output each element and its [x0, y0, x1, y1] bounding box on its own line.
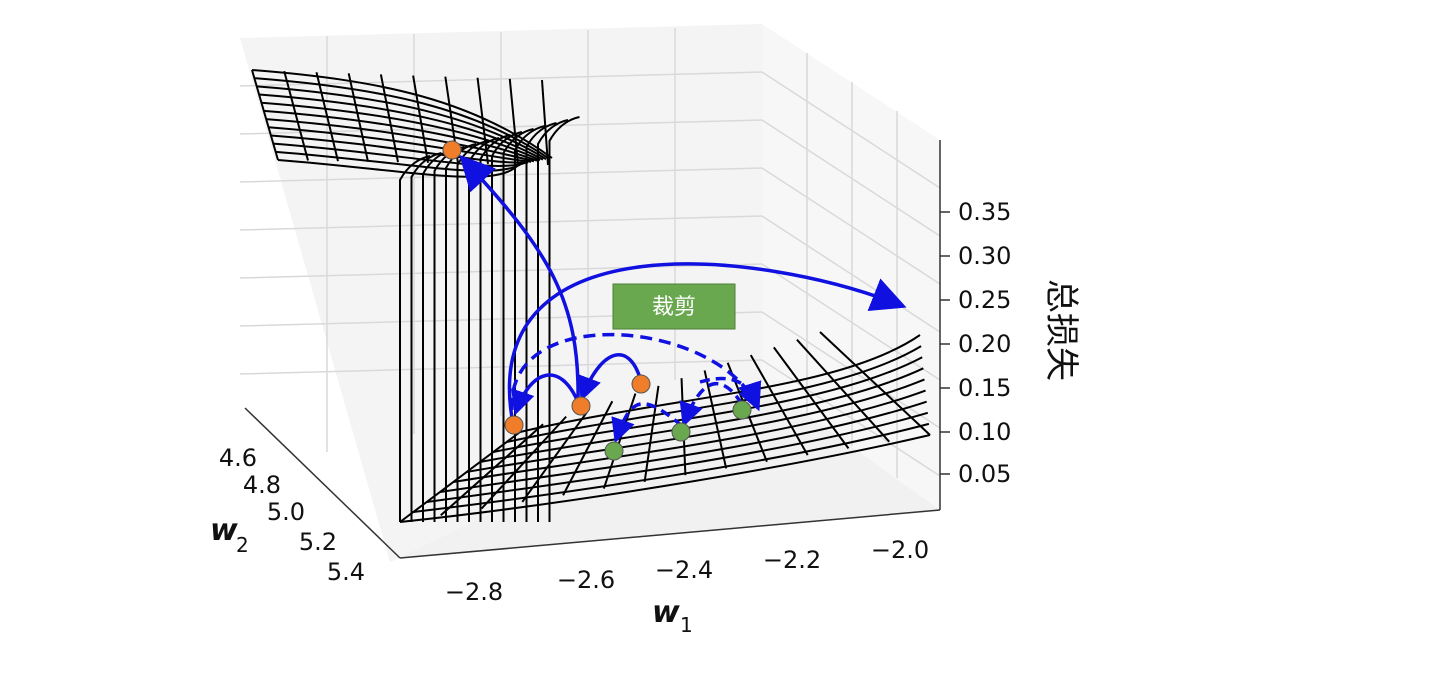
mesh-top-line: [277, 159, 520, 178]
y-tick-label: 4.6: [219, 444, 257, 472]
grid-line: [239, 215, 763, 231]
mesh-floor-line: [399, 434, 931, 523]
z-tick-label: 0.10: [958, 418, 1011, 446]
z-tick-label: 0.20: [958, 330, 1011, 358]
point-orange-1: [504, 415, 524, 435]
point-green-2: [671, 422, 691, 442]
grid-line: [761, 311, 941, 429]
mesh-wall-line: [456, 140, 488, 522]
mesh-floor-line: [493, 356, 923, 453]
mesh-floor-line: [480, 415, 567, 510]
mesh-floor-line: [773, 346, 850, 449]
grid-line: [761, 263, 941, 381]
mesh-top-line: [379, 74, 399, 163]
grid-line: [239, 359, 763, 375]
mesh-top-line: [283, 70, 309, 161]
mesh-wall-line: [537, 119, 569, 522]
mesh-top-line: [273, 142, 526, 167]
grid-line: [239, 71, 763, 87]
mesh-wall-line: [548, 116, 580, 522]
mesh-floor-line: [453, 389, 926, 483]
arrow-up-cliff: [459, 154, 580, 403]
mesh-top-line: [266, 118, 535, 163]
y-tick-label: 4.8: [243, 471, 281, 499]
z-tick-label: 0.30: [958, 242, 1011, 270]
axes-box: [239, 24, 941, 562]
grid-line: [761, 215, 941, 333]
x-tick-label: −2.2: [763, 546, 821, 574]
y-tick-label: 5.4: [327, 558, 365, 586]
mesh-top-line: [412, 75, 429, 163]
mesh-top-line: [541, 79, 549, 166]
z-tick-label: 0.35: [958, 198, 1011, 226]
point-green-1: [604, 441, 624, 461]
z-tick-label: 0.25: [958, 286, 1011, 314]
mesh-floor-line: [413, 422, 930, 513]
mesh-top-line: [270, 134, 529, 164]
mesh-top-line: [347, 73, 369, 162]
y-axis-label: w: [210, 513, 238, 548]
z-tick-label: 0.05: [958, 460, 1011, 488]
x-axis-subscript: 1: [680, 613, 693, 637]
arrow-dashed-3: [699, 376, 762, 408]
mesh-top-line: [315, 71, 339, 162]
y-tick-label: 5.0: [267, 498, 305, 526]
axis-ticks: −2.8 −2.6 −2.4 −2.2 −2.0 4.64.85.05.25.4 0.05 0…: [219, 198, 1012, 606]
clip-label: 裁剪: [652, 295, 696, 320]
arrow-dashed-2: [679, 382, 744, 428]
y-axis-subscript: 2: [236, 533, 249, 557]
x-axis-line: [399, 509, 941, 559]
mesh-top-line: [508, 78, 519, 165]
y-axis-title: w 2: [210, 513, 249, 557]
x-axis-title: w 1: [652, 595, 693, 637]
mesh-floor-line: [562, 400, 614, 496]
mesh-floor-line: [466, 378, 925, 473]
grid-line: [239, 263, 763, 279]
z-tick-label: 0.15: [958, 374, 1011, 402]
arrow-small-left: [511, 373, 580, 416]
mesh-floor-line: [749, 354, 809, 456]
mesh-floor-line: [643, 385, 660, 482]
mesh-top-line: [256, 85, 547, 160]
grid-line: [761, 359, 941, 477]
x-axis-label: w: [652, 595, 680, 630]
x-tick-label: −2.8: [445, 578, 503, 606]
gradient-arrows: [459, 154, 907, 444]
mesh-floor-line: [399, 431, 521, 523]
mesh-top-line: [251, 69, 279, 161]
mesh-floor-line: [521, 408, 591, 503]
mesh-floor-line: [703, 370, 728, 469]
mesh-top-line: [275, 150, 523, 172]
mesh-top-line: [476, 77, 489, 165]
y-tick-label: 5.2: [299, 528, 337, 556]
mesh-top-line: [254, 77, 550, 160]
mesh-floor-line: [439, 400, 927, 493]
arrow-from-orange-right: [577, 353, 642, 402]
point-orange-top: [442, 140, 462, 160]
arrow-dashed-1: [611, 402, 684, 444]
y-axis-line: [244, 407, 401, 559]
point-orange-3: [631, 374, 651, 394]
mesh-top-line: [251, 69, 553, 159]
clip-annotation: 裁剪: [612, 283, 736, 330]
optimizer-points: [442, 140, 752, 461]
mesh-floor-line: [440, 423, 544, 517]
point-green-3: [732, 400, 752, 420]
mesh-top-line: [263, 109, 538, 162]
grid-line: [761, 71, 941, 189]
arrow-dashed-long: [510, 332, 761, 412]
mesh-top-line: [268, 126, 532, 163]
mesh-floor-line: [796, 339, 890, 443]
x-tick-label: −2.0: [871, 536, 929, 564]
z-axis-label: 总损失: [1041, 279, 1081, 381]
point-orange-2: [571, 396, 591, 416]
grid-line: [761, 167, 941, 285]
grid-line: [761, 119, 941, 237]
grid-line: [239, 167, 763, 183]
arrow-big-jump: [507, 262, 907, 419]
mesh-floor-line: [819, 331, 931, 436]
x-tick-label: −2.4: [655, 556, 713, 584]
x-tick-label: −2.6: [557, 566, 615, 594]
